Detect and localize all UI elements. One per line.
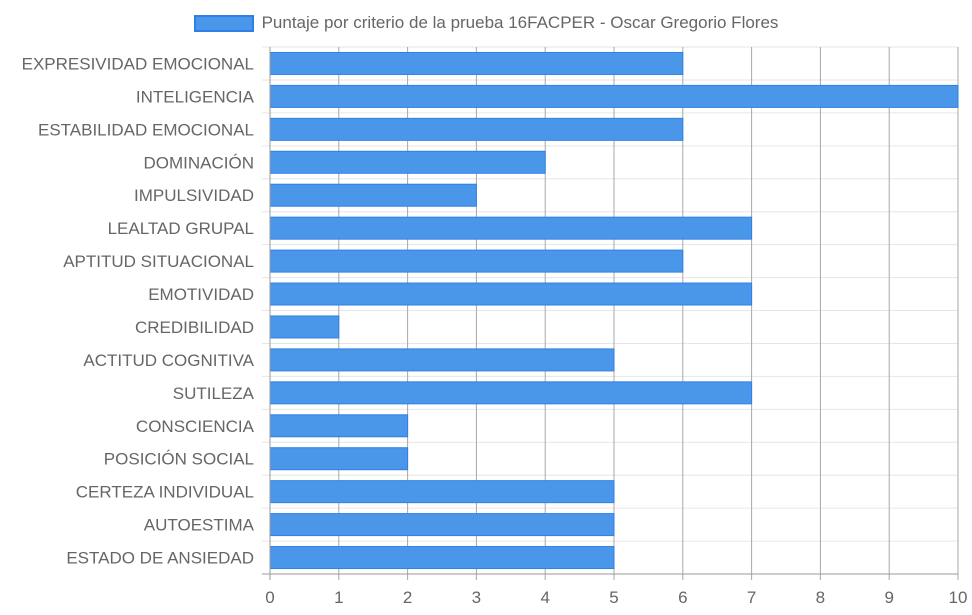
bar[interactable] [269,381,753,405]
category-label: EMOTIVIDAD [148,285,254,304]
axes: EXPRESIVIDAD EMOCIONAL INTELIGENCIA ESTABI… [22,47,968,607]
category-label: ESTABILIDAD EMOCIONAL [38,120,254,139]
category-label: CERTEZA INDIVIDUAL [76,483,254,502]
category-label: CREDIBILIDAD [135,318,254,337]
x-tick-label: 8 [816,588,825,607]
category-label: CONSCIENCIA [136,417,255,436]
bar[interactable] [269,183,477,207]
category-label: INTELIGENCIA [136,87,255,106]
x-tick-label: 10 [949,588,968,607]
x-tick-label: 1 [334,588,343,607]
x-tick-label: 2 [403,588,412,607]
bar[interactable] [269,513,615,537]
category-label: DOMINACIÓN [144,153,255,172]
bar[interactable] [269,414,409,438]
legend-label: Puntaje por criterio de la prueba 16FACP… [261,13,779,32]
bar[interactable] [269,216,753,240]
bar[interactable] [269,150,546,174]
category-label: AUTOESTIMA [144,516,255,535]
category-label: LEALTAD GRUPAL [108,219,254,238]
bar[interactable] [269,447,409,471]
category-label: SUTILEZA [173,384,255,403]
x-tick-label: 0 [265,588,274,607]
bar[interactable] [269,84,959,108]
x-tick-label: 6 [678,588,687,607]
bar[interactable] [269,51,684,75]
legend-swatch [193,14,254,32]
category-label: APTITUD SITUACIONAL [63,252,254,271]
bars [269,51,959,570]
category-label: ACTITUD COGNITIVA [83,351,254,370]
bar[interactable] [269,282,753,306]
bar[interactable] [269,480,615,504]
category-label: ESTADO DE ANSIEDAD [66,549,254,568]
bar[interactable] [269,249,684,273]
x-tick-label: 5 [609,588,618,607]
category-label: IMPULSIVIDAD [134,186,254,205]
bar[interactable] [269,315,340,339]
bar[interactable] [269,348,615,372]
x-tick-label: 7 [747,588,756,607]
bar[interactable] [269,117,684,141]
x-tick-label: 4 [540,588,549,607]
category-label: EXPRESIVIDAD EMOCIONAL [22,54,254,73]
category-label: POSICIÓN SOCIAL [104,450,254,469]
x-tick-label: 9 [884,588,893,607]
bar[interactable] [269,546,615,570]
x-tick-label: 3 [472,588,481,607]
legend[interactable]: Puntaje por criterio de la prueba 16FACP… [0,10,972,36]
